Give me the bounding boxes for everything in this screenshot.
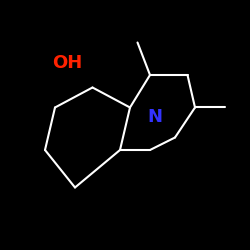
Text: OH: OH [52, 54, 82, 72]
Text: N: N [148, 108, 162, 126]
